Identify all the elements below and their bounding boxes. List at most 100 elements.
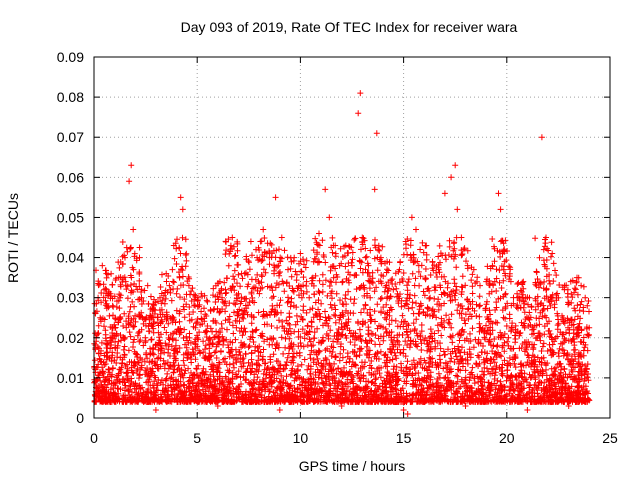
cloud-point [203,328,210,335]
cloud-point [554,322,561,329]
cloud-point [564,294,571,300]
cloud-point [546,327,553,334]
cloud-point [363,253,370,260]
cloud-point [288,273,295,280]
cloud-point [469,364,476,371]
cloud-point [486,280,493,287]
cloud-point [316,348,323,355]
cloud-point [91,398,98,405]
cloud-point [225,262,232,269]
cloud-point [222,286,229,293]
cloud-point [372,376,379,383]
cloud-point [534,354,541,361]
cloud-point [183,344,190,351]
cloud-point [304,366,311,373]
cloud-point [113,275,120,282]
cloud-point [469,290,476,297]
cloud-point [489,236,496,242]
cloud-point [464,306,471,313]
cloud-point [426,364,433,371]
cloud-point [131,323,138,330]
cloud-point [318,338,325,345]
cloud-point [340,346,347,353]
cloud-point [493,343,500,350]
cloud-point [233,324,240,331]
cloud-point [308,318,315,325]
cloud-point [270,336,277,343]
cloud-point [550,260,557,267]
cloud-point [438,291,445,298]
cloud-point [491,336,498,342]
cloud-point [394,337,400,344]
cloud-point [460,246,467,253]
cloud-point [285,294,291,301]
cloud-point [448,311,455,318]
cloud-point [298,268,305,275]
cloud-point [333,370,340,377]
cloud-point [124,248,131,255]
cloud-point [441,351,448,358]
cloud-point [229,322,236,329]
cloud-point [298,361,305,368]
cloud-point [417,355,424,362]
cloud-point [459,344,465,351]
cloud-point [235,271,242,278]
cloud-point [462,320,469,327]
cloud-point [144,388,151,394]
cloud-point [553,272,560,279]
cloud-point [365,324,372,331]
cloud-point [448,324,455,331]
cloud-point [404,282,410,289]
cloud-point [163,278,170,285]
cloud-point [100,368,106,375]
cloud-point [232,301,239,308]
cloud-point [141,287,148,294]
cloud-point [585,298,592,304]
cloud-point [345,250,352,257]
cloud-point [459,273,466,280]
cloud-point [216,309,223,316]
cloud-point [125,347,132,354]
cloud-point [405,305,412,312]
cloud-point [130,344,136,350]
cloud-point [362,254,369,261]
cloud-point [498,353,505,360]
cloud-point [310,314,317,321]
cloud-point [136,375,142,382]
cloud-point [547,302,554,309]
cloud-point [127,272,134,279]
cloud-point [476,293,483,300]
cloud-point [234,247,241,254]
cloud-point [307,366,314,372]
cloud-point [274,324,281,331]
cloud-point [474,352,481,359]
cloud-point [517,380,523,387]
cloud-point [376,247,383,254]
cloud-point [435,253,442,260]
cloud-point [353,286,360,293]
cloud-point [386,321,393,328]
cloud-point [451,359,458,365]
cloud-point [424,372,431,379]
cloud-point [201,305,207,312]
cloud-point [580,283,587,290]
cloud-point [400,318,407,325]
cloud-point [97,318,104,325]
cloud-point [316,259,323,266]
cloud-point [548,239,555,246]
cloud-point [176,245,183,252]
cloud-point [539,313,546,320]
cloud-point [493,299,500,306]
cloud-point [417,273,424,280]
cloud-point [286,310,293,317]
cloud-point [521,300,528,307]
cloud-point [311,255,318,262]
cloud-point [431,295,438,302]
cloud-point [560,347,567,354]
cloud-point [566,361,573,368]
cloud-point [207,325,214,332]
cloud-point [114,298,120,305]
cloud-point [505,334,512,341]
cloud-point [447,358,454,365]
cloud-point [551,338,558,345]
